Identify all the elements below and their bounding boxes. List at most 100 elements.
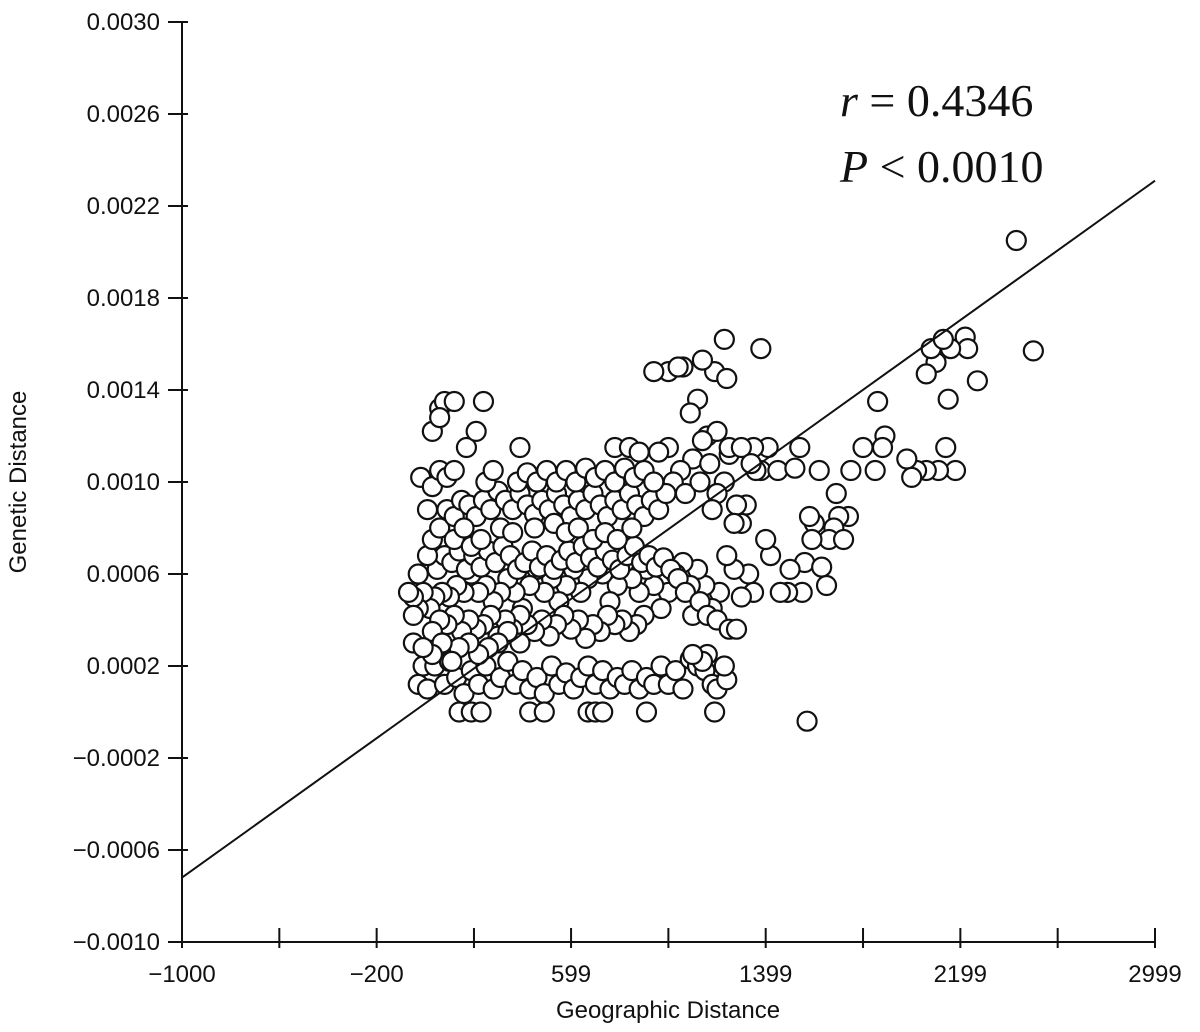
data-point xyxy=(808,459,830,482)
data-point xyxy=(896,448,918,470)
data-point xyxy=(482,459,504,482)
x-tick-label: −1000 xyxy=(148,961,215,988)
data-point xyxy=(429,517,451,539)
data-point xyxy=(635,701,658,723)
data-point xyxy=(397,581,420,604)
data-point xyxy=(672,678,694,700)
data-point xyxy=(621,517,643,539)
y-tick-label: 0.0002 xyxy=(87,653,160,680)
data-point xyxy=(801,528,823,551)
p-annotation: P < 0.0010 xyxy=(839,141,1044,192)
data-point xyxy=(725,494,748,516)
p-symbol: P xyxy=(839,141,868,192)
data-point xyxy=(665,659,687,682)
data-point xyxy=(502,521,524,544)
r-value: = 0.4346 xyxy=(858,75,1033,126)
x-tick-label: 1399 xyxy=(739,961,792,988)
data-point xyxy=(755,528,777,551)
x-axis-title: Geographic Distance xyxy=(556,997,780,1024)
data-point xyxy=(750,338,772,360)
data-point xyxy=(509,436,531,459)
data-point xyxy=(716,544,738,567)
data-point xyxy=(725,618,748,640)
data-point xyxy=(443,459,465,482)
data-point xyxy=(811,556,833,578)
x-tick-label: 599 xyxy=(551,961,591,988)
data-point xyxy=(453,517,475,539)
data-point xyxy=(767,459,789,482)
data-point xyxy=(901,466,923,488)
data-point xyxy=(412,636,434,659)
data-point xyxy=(416,499,439,521)
data-point xyxy=(796,710,818,732)
data-point xyxy=(407,563,429,585)
data-point xyxy=(679,402,701,424)
regression-line xyxy=(181,179,1156,879)
data-point xyxy=(769,581,791,604)
data-point xyxy=(915,363,937,385)
y-axis-title: Genetic Distance xyxy=(5,391,32,574)
x-tick-label: −200 xyxy=(350,961,404,988)
data-point xyxy=(567,517,589,539)
data-point xyxy=(704,701,726,723)
data-point xyxy=(789,436,811,459)
data-point xyxy=(643,471,665,493)
data-point xyxy=(628,441,650,463)
data-point xyxy=(867,390,889,413)
data-point xyxy=(1022,340,1044,362)
data-point xyxy=(682,643,704,666)
y-tick-label: 0.0014 xyxy=(87,377,160,404)
data-point xyxy=(723,512,745,535)
x-tick-label: 2199 xyxy=(934,961,987,988)
data-point xyxy=(443,390,465,413)
data-point xyxy=(832,528,855,551)
x-tick-label: 2999 xyxy=(1128,961,1181,988)
data-point xyxy=(701,499,723,521)
data-point xyxy=(784,457,806,479)
data-point xyxy=(472,390,495,413)
data-point xyxy=(523,517,546,539)
data-point xyxy=(864,459,886,482)
y-tick-label: 0.0010 xyxy=(87,469,160,496)
data-point xyxy=(455,436,478,459)
data-point xyxy=(402,604,424,627)
data-point xyxy=(716,367,738,390)
data-point xyxy=(871,436,894,459)
data-point xyxy=(470,528,492,551)
data-point xyxy=(798,505,821,528)
data-point xyxy=(779,558,801,581)
data-point xyxy=(713,655,735,677)
y-tick-label: −0.0002 xyxy=(73,745,160,772)
data-point xyxy=(689,471,711,493)
data-point xyxy=(713,328,735,350)
data-point xyxy=(470,701,492,723)
y-tick-label: −0.0010 xyxy=(73,929,160,956)
data-point xyxy=(852,436,874,459)
data-point xyxy=(815,574,838,597)
y-tick-label: 0.0022 xyxy=(87,193,160,220)
y-tick-label: 0.0030 xyxy=(87,9,160,36)
data-point xyxy=(429,407,451,429)
data-point xyxy=(533,701,555,723)
data-point xyxy=(966,370,988,392)
data-point xyxy=(606,528,628,551)
data-point xyxy=(935,436,957,459)
data-point xyxy=(648,441,670,463)
y-tick-label: 0.0006 xyxy=(87,561,160,588)
data-point xyxy=(465,420,487,442)
data-point xyxy=(730,586,752,608)
axes: −0.0010 −0.0006 −0.0002 0.0002 0.0006 0.0010 0… xyxy=(73,9,1182,988)
r-annotation: r = 0.4346 xyxy=(840,75,1033,126)
data-point xyxy=(441,650,463,673)
y-tick-label: −0.0006 xyxy=(73,837,160,864)
data-point xyxy=(840,459,862,482)
data-point xyxy=(643,361,665,383)
r-symbol: r xyxy=(840,75,859,126)
p-value: < 0.0010 xyxy=(868,141,1043,192)
y-tick-label: 0.0018 xyxy=(87,285,160,312)
data-point xyxy=(667,356,689,378)
data-point xyxy=(691,430,714,452)
data-point xyxy=(825,482,847,505)
scatter-points xyxy=(397,229,1044,732)
data-point xyxy=(691,349,714,371)
